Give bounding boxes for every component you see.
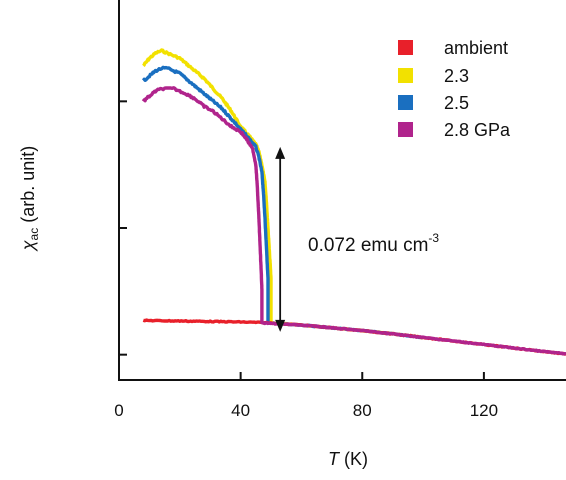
- legend-label: 2.5: [444, 93, 469, 113]
- x-tick-label: 80: [353, 401, 372, 420]
- axes: 0 40 80 120: [114, 0, 566, 420]
- series-line: [141, 86, 566, 356]
- legend-label: ambient: [444, 38, 508, 58]
- x-axis-label: T (K): [328, 449, 368, 469]
- plot-area: [141, 48, 566, 356]
- series-line: [141, 65, 424, 340]
- annotation-label: 0.072 emu cm-3: [308, 231, 439, 256]
- legend-label: 2.3: [444, 66, 469, 86]
- series-layer: [141, 48, 566, 356]
- legend-swatch: [398, 95, 413, 110]
- arrow-head-up: [275, 146, 286, 159]
- legend-swatch: [398, 122, 413, 137]
- x-tick-label: 0: [114, 401, 123, 420]
- annotation: 0.072 emu cm-3: [275, 146, 439, 332]
- x-tick-label: 40: [231, 401, 250, 420]
- legend-swatch: [398, 40, 413, 55]
- legend-swatch: [398, 68, 413, 83]
- y-axis-label: χac (arb. unit): [18, 146, 41, 253]
- legend: ambient 2.3 2.5 2.8 GPa: [398, 38, 511, 140]
- arrow-head-down: [275, 319, 286, 332]
- legend-label: 2.8 GPa: [444, 120, 511, 140]
- series-line: [142, 318, 566, 356]
- x-tick-label: 120: [470, 401, 498, 420]
